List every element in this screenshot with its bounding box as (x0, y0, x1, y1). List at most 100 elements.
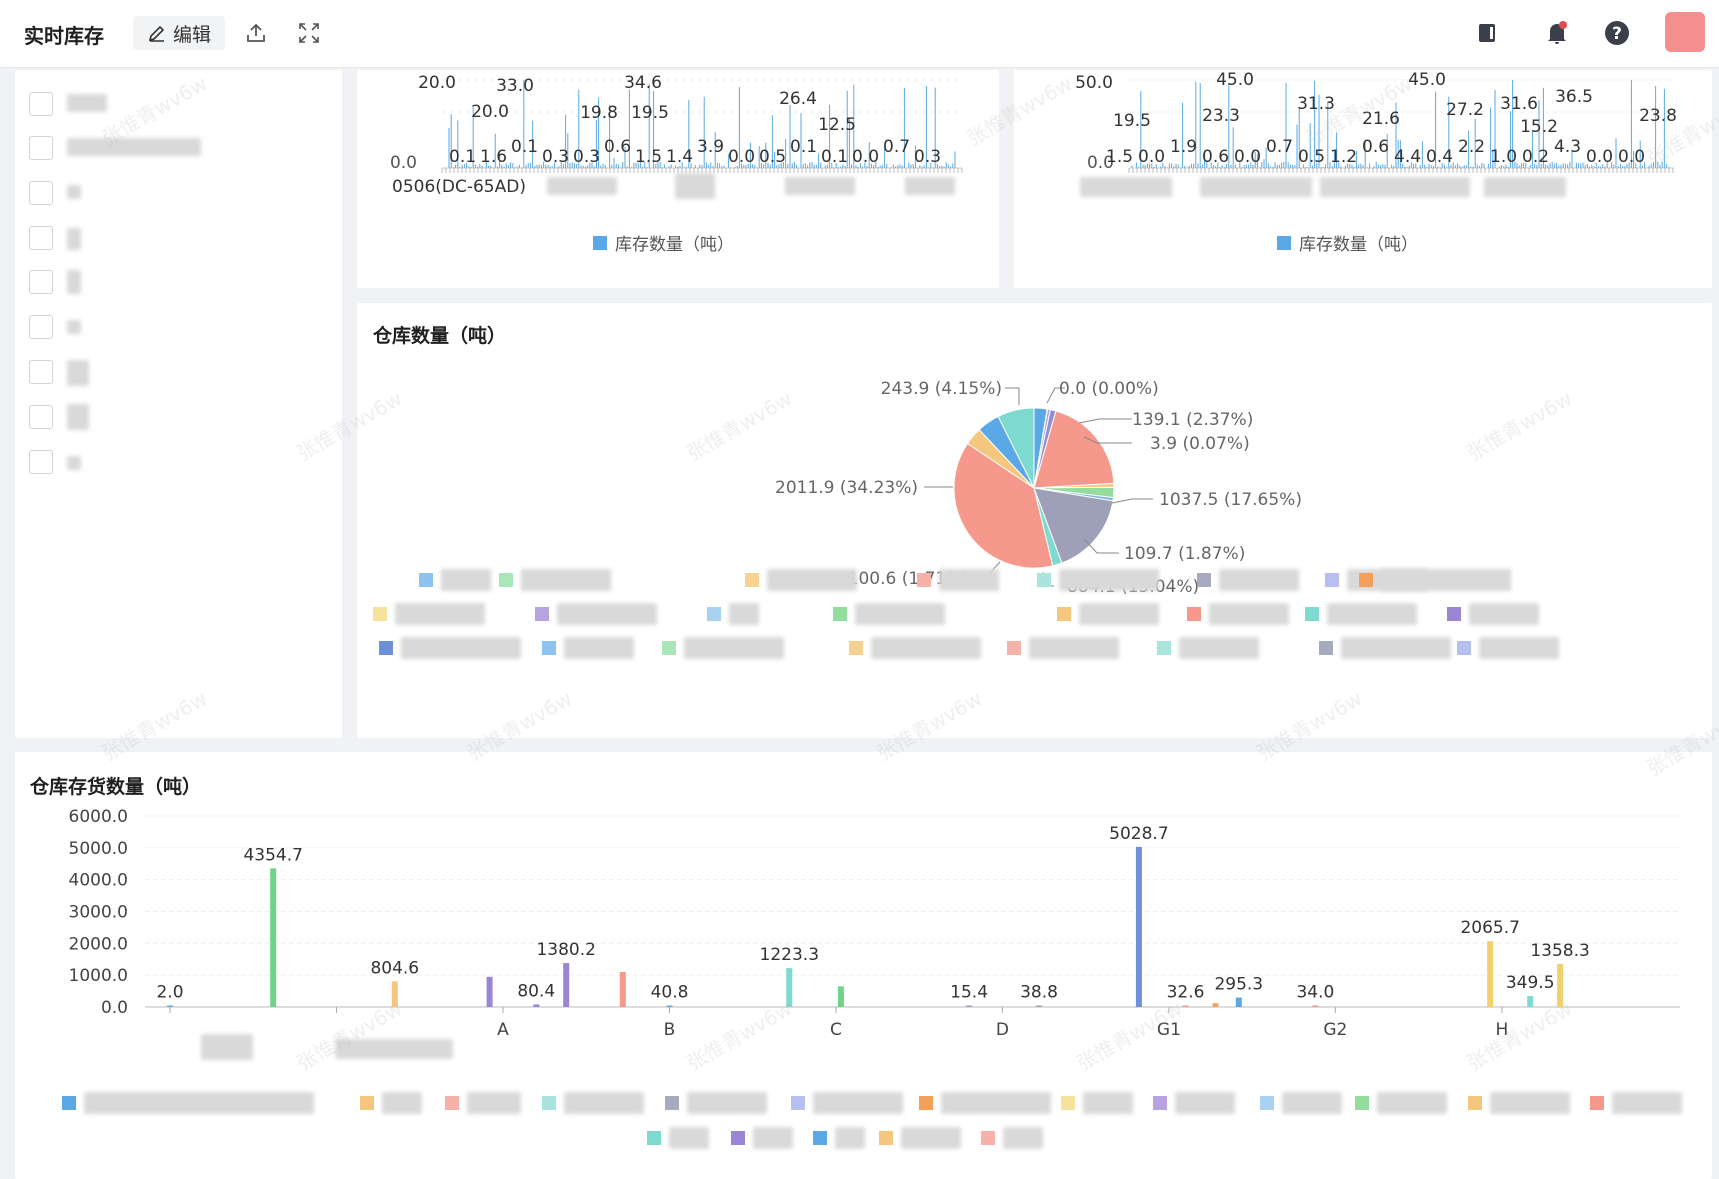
legend-swatch[interactable] (849, 641, 863, 655)
filter-checkbox[interactable] (29, 450, 53, 474)
legend-item[interactable]: 库存数量（吨） (1277, 230, 1418, 255)
legend-swatch[interactable] (1061, 1096, 1075, 1110)
filter-checkbox[interactable] (29, 405, 53, 429)
bar[interactable] (167, 1005, 173, 1008)
legend-swatch[interactable] (535, 607, 549, 621)
filter-checkbox[interactable] (29, 270, 53, 294)
legend-swatch[interactable] (379, 641, 393, 655)
legend-swatch[interactable] (360, 1096, 374, 1110)
legend-swatch[interactable] (707, 607, 721, 621)
bar[interactable] (1487, 941, 1494, 1007)
legend-swatch[interactable] (1447, 607, 1461, 621)
bar[interactable] (1312, 1005, 1319, 1008)
legend-swatch[interactable] (1057, 607, 1071, 621)
legend-swatch[interactable] (419, 573, 433, 587)
legend-swatch[interactable] (1187, 607, 1201, 621)
legend-swatch[interactable] (542, 1096, 556, 1110)
legend-swatch[interactable] (1355, 1096, 1369, 1110)
export-icon[interactable] (243, 20, 269, 46)
legend-label-redacted (1327, 603, 1417, 625)
legend-swatch[interactable] (1157, 641, 1171, 655)
legend-swatch[interactable] (662, 641, 676, 655)
legend-swatch[interactable] (731, 1131, 745, 1145)
bar[interactable] (786, 968, 793, 1007)
legend-swatch[interactable] (373, 607, 387, 621)
filter-checkbox[interactable] (29, 360, 53, 384)
baseline-label: 0.0 (852, 147, 879, 167)
legend-swatch[interactable] (1305, 607, 1319, 621)
legend-swatch[interactable] (917, 573, 931, 587)
bar[interactable] (837, 986, 844, 1007)
bar[interactable] (486, 976, 493, 1007)
filter-checkbox[interactable] (29, 226, 53, 250)
bar[interactable] (1235, 997, 1242, 1007)
legend-item[interactable]: 库存数量（吨） (593, 230, 734, 255)
pie-slice[interactable] (1033, 487, 1114, 564)
legend-swatch[interactable] (791, 1096, 805, 1110)
legend-label-redacted (684, 637, 784, 659)
bar-value-label: 4354.7 (243, 845, 302, 865)
legend-swatch[interactable] (1153, 1096, 1167, 1110)
baseline-label: 0.0 (1618, 147, 1645, 167)
legend-swatch[interactable] (445, 1096, 459, 1110)
legend-swatch[interactable] (813, 1131, 827, 1145)
peak-label: 33.0 (496, 76, 534, 96)
legend-swatch[interactable] (62, 1096, 76, 1110)
book-icon[interactable] (1474, 20, 1500, 46)
x-label-redacted (335, 1039, 453, 1059)
bar[interactable] (966, 1005, 973, 1008)
legend-swatch[interactable] (1359, 573, 1373, 587)
legend-swatch[interactable] (1590, 1096, 1604, 1110)
legend-swatch[interactable] (879, 1131, 893, 1145)
filter-label-redacted (67, 456, 81, 470)
fullscreen-icon[interactable] (296, 20, 322, 46)
help-icon[interactable]: ? (1604, 20, 1630, 46)
legend-label-redacted (521, 569, 611, 591)
pie-slice-label: 243.9 (4.15%) (881, 379, 1002, 399)
legend-swatch[interactable] (1325, 573, 1339, 587)
bar[interactable] (1135, 846, 1142, 1007)
bar[interactable] (619, 972, 626, 1007)
filter-checkbox[interactable] (29, 315, 53, 339)
legend-swatch[interactable] (665, 1096, 679, 1110)
bar[interactable] (666, 1005, 673, 1008)
legend-swatch[interactable] (499, 573, 513, 587)
pie-slice[interactable] (1033, 410, 1115, 489)
bar[interactable] (1212, 1003, 1219, 1007)
bar[interactable] (270, 868, 277, 1007)
filter-checkbox[interactable] (29, 92, 53, 116)
avatar[interactable] (1665, 12, 1705, 52)
legend-swatch[interactable] (745, 573, 759, 587)
legend-swatch[interactable] (1468, 1096, 1482, 1110)
edit-button[interactable]: 编辑 (133, 16, 225, 50)
bar[interactable] (1182, 1005, 1189, 1008)
bar[interactable] (533, 1004, 540, 1007)
legend-swatch[interactable] (1457, 641, 1471, 655)
legend-label-redacted (1079, 603, 1159, 625)
legend-swatch[interactable] (647, 1131, 661, 1145)
legend-swatch[interactable] (1007, 641, 1021, 655)
legend-label-redacted (729, 603, 759, 625)
legend-swatch[interactable] (1319, 641, 1333, 655)
bar[interactable] (1036, 1005, 1042, 1008)
pie-slice[interactable] (953, 442, 1054, 569)
filter-checkbox[interactable] (29, 181, 53, 205)
bar[interactable] (1527, 995, 1534, 1007)
pie-slice[interactable] (997, 407, 1035, 489)
legend-label-redacted (871, 637, 981, 659)
legend-swatch[interactable] (833, 607, 847, 621)
bell-icon[interactable] (1544, 20, 1570, 46)
legend-swatch[interactable] (1037, 573, 1051, 587)
bar[interactable] (391, 981, 398, 1007)
bar[interactable] (1557, 963, 1564, 1007)
legend-label-redacted (564, 1092, 644, 1114)
filter-checkbox[interactable] (29, 136, 53, 160)
legend-swatch[interactable] (1260, 1096, 1274, 1110)
legend-swatch[interactable] (1197, 573, 1211, 587)
legend-swatch[interactable] (542, 641, 556, 655)
legend-label-redacted (1059, 569, 1159, 591)
legend-swatch[interactable] (919, 1096, 933, 1110)
legend-swatch[interactable] (981, 1131, 995, 1145)
baseline-label: 0.1 (449, 147, 476, 167)
bar[interactable] (563, 963, 570, 1007)
